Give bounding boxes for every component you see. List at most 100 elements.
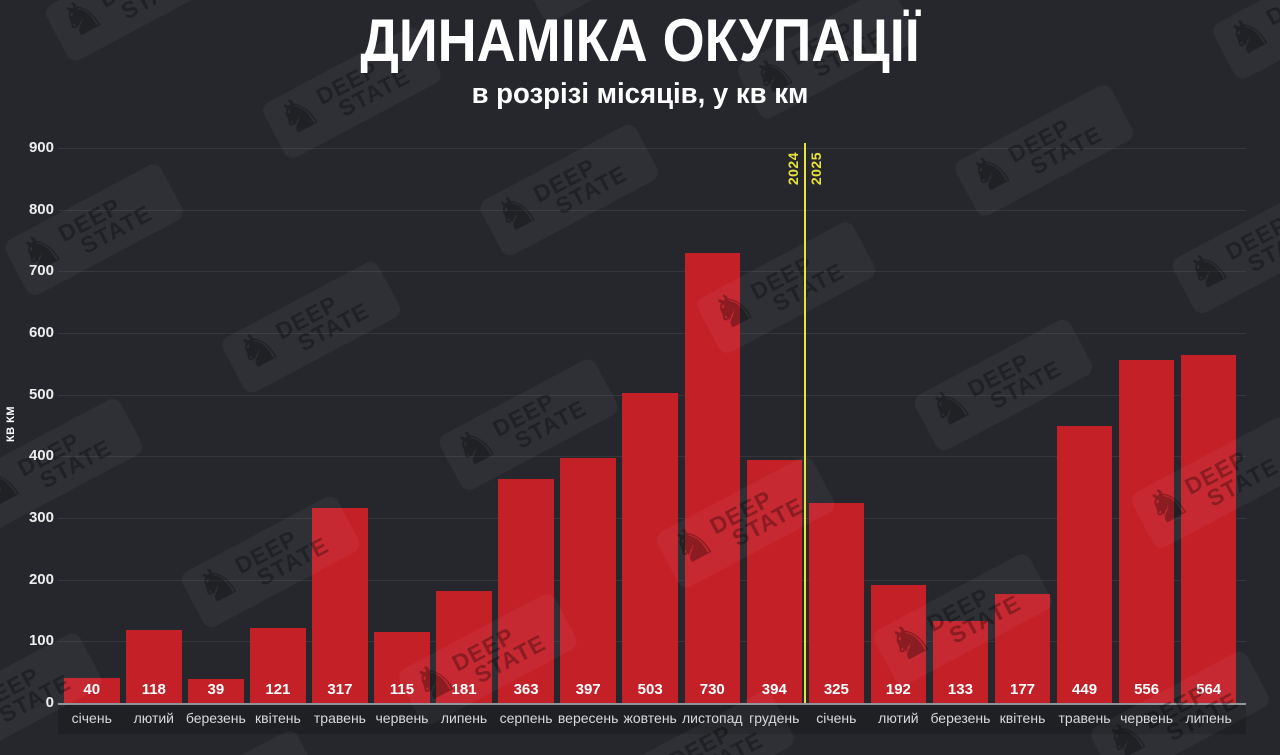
- bar-грудень-11: 394: [746, 460, 803, 703]
- x-tick-травень-16: травень: [1058, 710, 1111, 726]
- bar-value-label: 40: [83, 680, 101, 698]
- bar-value-label: 39: [207, 680, 225, 698]
- year-label-2024: 2024: [785, 152, 802, 186]
- x-tick-жовтень-9: жовтень: [623, 710, 677, 726]
- bar-value-label: 363: [513, 680, 539, 698]
- x-tick-липень-6: липень: [440, 710, 488, 726]
- chart-subtitle: в розрізі місяців, у кв км: [471, 78, 809, 110]
- x-tick-вересень-8: вересень: [557, 710, 619, 726]
- bar-червень-5: 115: [374, 632, 430, 703]
- x-tick-березень-14: березень: [930, 710, 991, 726]
- x-tick-березень-2: березень: [185, 710, 246, 726]
- knight-icon: ♞: [186, 549, 249, 617]
- y-tick-900: 900: [28, 139, 54, 156]
- y-tick-400: 400: [28, 447, 54, 465]
- year-divider-line: [804, 143, 807, 703]
- x-tick-січень-12: січень: [816, 710, 857, 726]
- bar-value-label: 394: [761, 680, 787, 698]
- bar-value-label: 121: [265, 680, 291, 698]
- bar-липень-6: 181: [436, 591, 492, 703]
- bar-липень-18: 564: [1180, 355, 1237, 703]
- bar-value-label: 118: [141, 680, 166, 698]
- bar-листопад-10: 730: [684, 252, 740, 703]
- bar-value-label: 564: [1196, 680, 1222, 698]
- bar-січень-0: 40: [64, 678, 120, 703]
- y-tick-600: 600: [28, 324, 54, 341]
- bar-травень-16: 449: [1056, 426, 1113, 703]
- knight-icon: ♞: [919, 373, 981, 441]
- bar-березень-14: 133: [932, 620, 989, 703]
- knight-icon: ♞: [444, 412, 506, 480]
- bar-value-label: 449: [1072, 680, 1098, 698]
- y-tick-0: 0: [45, 694, 54, 711]
- x-tick-червень-17: червень: [1120, 710, 1174, 726]
- bar-value-label: 317: [327, 680, 353, 698]
- x-tick-квітень-3: квітень: [255, 710, 301, 726]
- x-tick-листопад-10: листопад: [681, 710, 743, 726]
- x-tick-лютий-13: лютий: [878, 710, 919, 726]
- y-tick-800: 800: [28, 200, 54, 218]
- bar-березень-2: 39: [188, 678, 244, 703]
- knight-icon: ♞: [484, 178, 547, 246]
- y-tick-700: 700: [28, 262, 54, 280]
- x-tick-квітень-15: квітень: [999, 710, 1046, 726]
- bar-value-label: 177: [1009, 680, 1036, 698]
- x-axis-line: [58, 703, 1246, 705]
- y-tick-200: 200: [28, 570, 54, 588]
- x-tick-липень-18: липень: [1185, 710, 1232, 726]
- bar-value-label: 192: [885, 680, 911, 698]
- bar-value-label: 325: [823, 680, 849, 698]
- y-tick-100: 100: [28, 632, 54, 650]
- bar-value-label: 133: [947, 680, 973, 698]
- bar-жовтень-9: 503: [622, 392, 678, 703]
- bar-квітень-15: 177: [994, 593, 1051, 703]
- knight-icon: ♞: [0, 452, 31, 520]
- x-tick-лютий-1: лютий: [133, 710, 174, 726]
- x-tick-червень-5: червень: [375, 710, 429, 726]
- knight-icon: ♞: [959, 138, 1022, 206]
- gridline-900: [58, 148, 1246, 149]
- bar-лютий-13: 192: [870, 584, 927, 703]
- chart-title: ДИНАМІКА ОКУПАЦІЇ: [360, 7, 920, 74]
- bar-value-label: 115: [389, 680, 415, 698]
- bar-серпень-7: 363: [498, 479, 554, 703]
- knight-icon: ♞: [226, 315, 289, 383]
- knight-icon: ♞: [621, 745, 683, 755]
- gridline-700: [58, 271, 1246, 273]
- x-tick-серпень-7: серпень: [499, 710, 553, 726]
- y-tick-300: 300: [28, 509, 54, 526]
- bar-січень-12: 325: [808, 502, 865, 703]
- bar-value-label: 503: [637, 680, 663, 698]
- bar-лютий-1: 118: [126, 630, 182, 703]
- bar-value-label: 556: [1134, 680, 1160, 698]
- gridline-800: [58, 209, 1246, 211]
- bar-value-label: 730: [699, 680, 725, 698]
- x-tick-травень-4: травень: [313, 710, 366, 726]
- bar-червень-17: 556: [1118, 360, 1175, 703]
- bar-value-label: 397: [575, 680, 601, 698]
- bar-травень-4: 317: [312, 507, 368, 703]
- x-tick-січень-0: січень: [71, 710, 112, 726]
- gridline-600: [58, 333, 1246, 334]
- bar-value-label: 181: [451, 680, 477, 698]
- bar-вересень-8: 397: [560, 458, 616, 703]
- x-axis-band: [58, 705, 1246, 734]
- y-tick-500: 500: [28, 385, 54, 403]
- knight-icon: ♞: [1176, 236, 1239, 304]
- x-tick-грудень-11: грудень: [749, 710, 800, 726]
- knight-icon: ♞: [1217, 1, 1280, 69]
